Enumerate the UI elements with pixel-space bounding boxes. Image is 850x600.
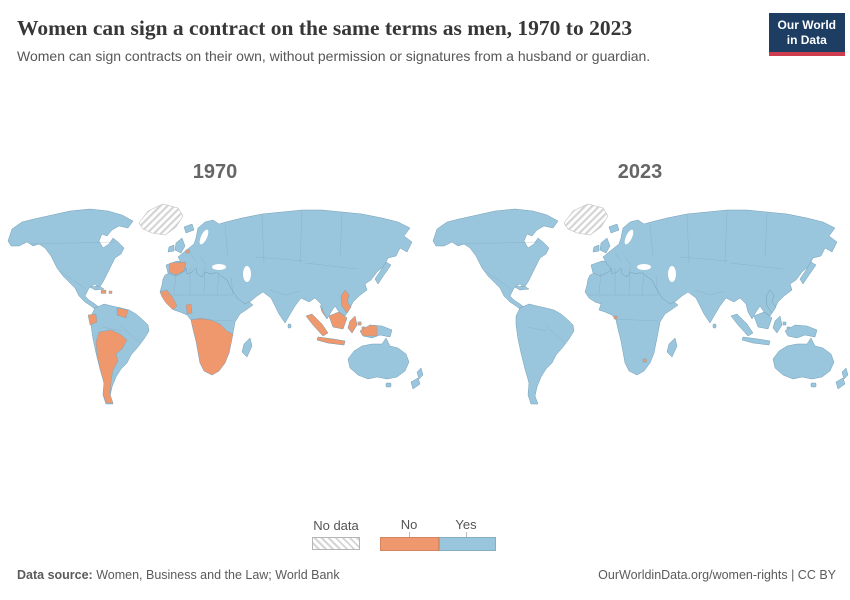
ecuador-1970-no[interactable] (87, 313, 98, 326)
legend-no-label: No (400, 517, 418, 532)
legend-bar: No Yes (380, 517, 496, 551)
legend-no-tick (409, 532, 410, 537)
map-year-2023: 2023 (617, 161, 663, 183)
guyana-suriname-1970-no[interactable] (116, 307, 129, 319)
hispaniola-1970-no[interactable] (100, 289, 107, 294)
puerto-rico-1970-no[interactable] (108, 290, 113, 294)
chart-subtitle: Women can sign contracts on their own, w… (17, 48, 651, 64)
legend-yes-swatch[interactable] (438, 537, 496, 551)
data-source-value: Women, Business and the Law; World Bank (92, 568, 340, 582)
southern-africa-1970-no[interactable] (190, 317, 234, 376)
map-1970[interactable] (0, 195, 430, 415)
data-source: Data source: Women, Business and the Law… (17, 567, 340, 584)
malay-peninsula-1970-no[interactable] (319, 304, 328, 320)
no-regions-1970[interactable] (87, 249, 378, 404)
legend-yes-label: Yes (455, 517, 477, 532)
southern-cone-1970-no[interactable] (95, 329, 128, 404)
west-new-guinea-1970-no[interactable] (359, 324, 378, 337)
legend-no-data[interactable]: No data (312, 518, 360, 550)
chart-title: Women can sign a contract on the same te… (17, 16, 633, 40)
equatorial-guinea-2023-no[interactable] (613, 315, 618, 320)
legend-no-swatch[interactable] (380, 537, 439, 551)
credit-link[interactable]: OurWorldinData.org/women-rights | CC BY (598, 568, 836, 582)
owid-logo-line2: in Data (786, 33, 827, 47)
spain-1970-no[interactable] (168, 261, 187, 276)
owid-logo-line1: Our World (777, 18, 836, 32)
legend-no-data-label: No data (313, 518, 359, 533)
togo-benin-1970-no[interactable] (185, 303, 193, 315)
legend-yes-tick (466, 532, 467, 537)
map-year-1970: 1970 (192, 161, 238, 183)
map-2023[interactable] (425, 195, 850, 415)
chart-footer: Data source: Women, Business and the Law… (17, 567, 836, 584)
owid-logo[interactable]: Our World in Data (768, 13, 845, 56)
legend-no-data-swatch[interactable] (312, 537, 360, 550)
eswatini-2023-no[interactable] (642, 358, 647, 363)
data-source-label: Data source: (17, 568, 93, 582)
map-legend: No data No Yes (312, 517, 496, 551)
belgium-1970-no[interactable] (185, 249, 190, 254)
